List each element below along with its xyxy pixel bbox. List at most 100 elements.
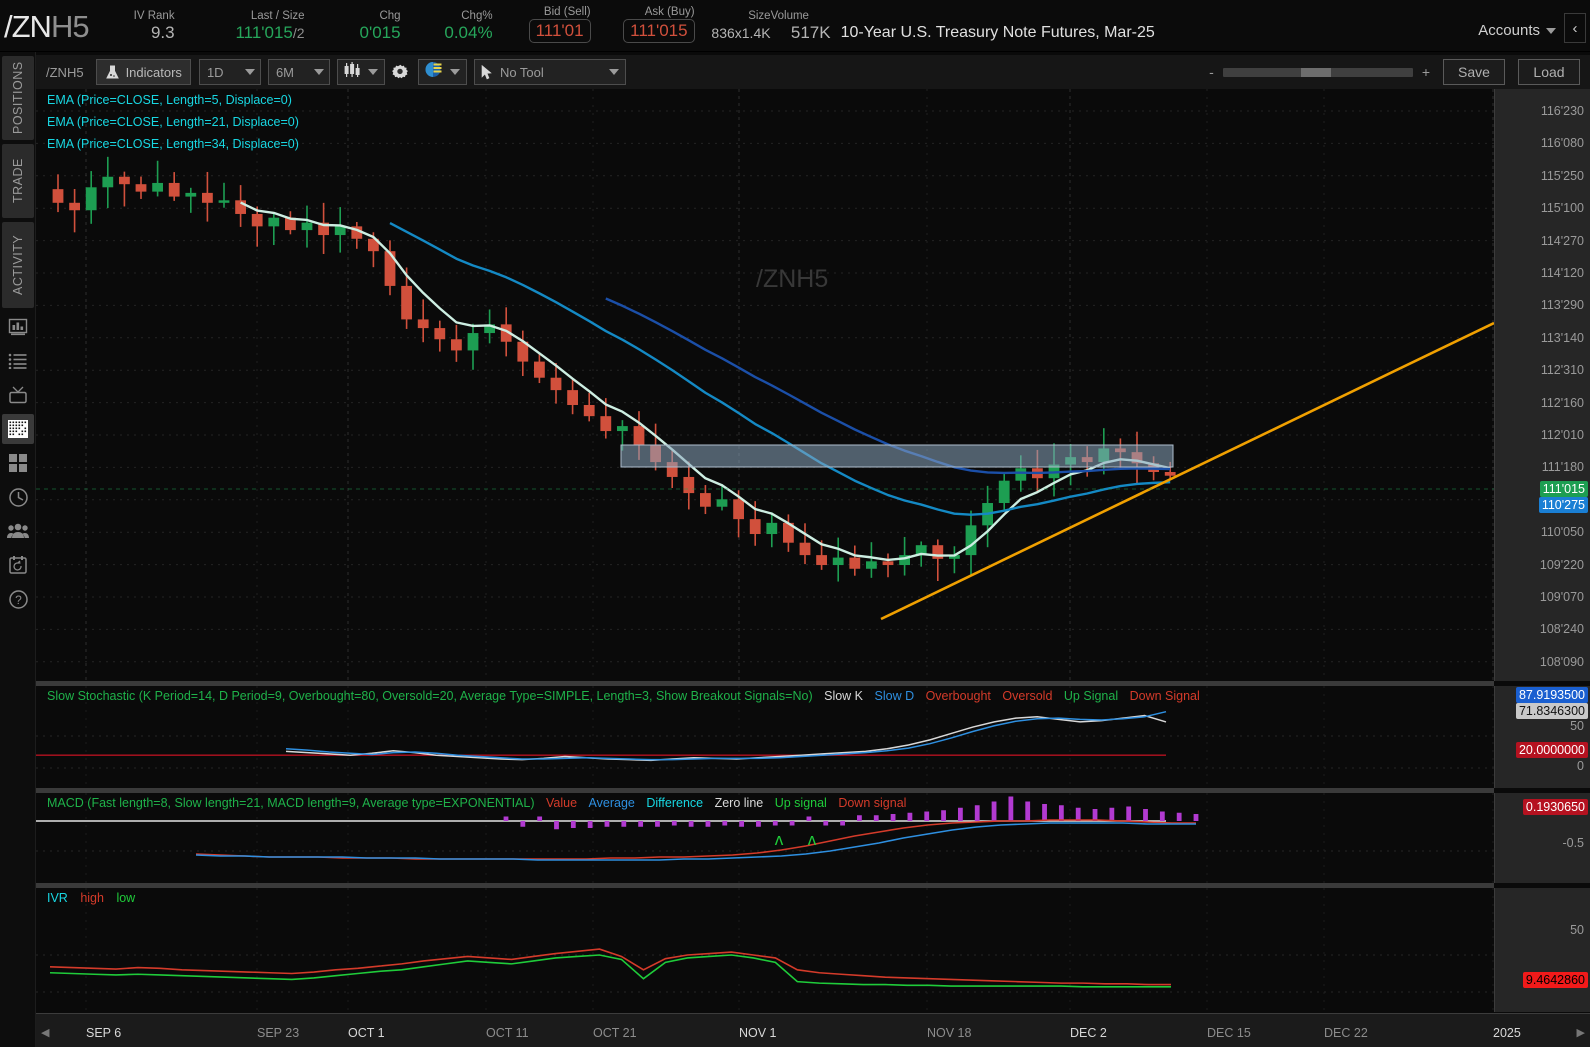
- toolbar-symbol[interactable]: /ZNH5: [46, 64, 84, 80]
- chevron-down-icon[interactable]: [449, 69, 460, 75]
- timeframe-value: 6M: [275, 64, 294, 80]
- gear-icon: [392, 64, 408, 78]
- quote-bid[interactable]: Bid (Sell) 111'01: [493, 5, 591, 51]
- oversold-marker: 20.0000000: [1515, 742, 1588, 758]
- price-tick: 109'220: [1539, 557, 1584, 572]
- tool-select[interactable]: No Tool: [473, 59, 626, 85]
- ask-price-button[interactable]: 111'015: [623, 19, 695, 43]
- indicators-button[interactable]: Indicators: [95, 59, 191, 85]
- time-tick-label: SEP 6: [86, 1026, 122, 1040]
- macd-legend-main[interactable]: MACD (Fast length=8, Slow length=21, MAC…: [47, 796, 535, 810]
- legend-ivr[interactable]: IVR: [47, 891, 68, 905]
- quote-volume: Volume 517K: [771, 9, 831, 51]
- quote-label: Last / Size: [250, 10, 305, 22]
- macd-axis[interactable]: 0.1930650 -0.5: [1494, 793, 1590, 883]
- pane-divider-3[interactable]: [36, 883, 1494, 888]
- quote-label: Size: [748, 10, 771, 22]
- monitor-chart-icon[interactable]: [2, 312, 34, 342]
- drawing-style-group: [417, 59, 467, 85]
- price-tick: 113'140: [1540, 330, 1584, 345]
- chevron-down-icon: [608, 69, 619, 75]
- timeframe-select[interactable]: 6M: [267, 59, 330, 85]
- last-price-marker: 111'015: [1539, 481, 1588, 497]
- ivr-axis[interactable]: 50 9.4642860: [1494, 888, 1590, 1012]
- ivr-chart-svg: [36, 888, 1494, 1012]
- pane-divider-2[interactable]: [36, 788, 1494, 793]
- stochastic-axis[interactable]: 87.9193500 71.8346300 50 20.0000000 0: [1494, 686, 1590, 788]
- symbol-title[interactable]: /ZNH5: [0, 9, 90, 51]
- save-button[interactable]: Save: [1443, 59, 1505, 85]
- scroll-left-icon[interactable]: ◀: [41, 1027, 50, 1039]
- chart-grid-icon[interactable]: [2, 414, 34, 444]
- stochastic-plot[interactable]: Slow Stochastic (K Period=14, D Period=9…: [36, 686, 1494, 788]
- ivr-plot[interactable]: IVR high low: [36, 888, 1494, 1012]
- price-tick: 116'080: [1540, 136, 1584, 151]
- bid-ask-marker: 110'275: [1538, 497, 1588, 513]
- sidebar-tab-activity[interactable]: ACTIVITY: [2, 222, 34, 308]
- zoom-out-button[interactable]: -: [1209, 64, 1214, 80]
- zoom-in-button[interactable]: +: [1421, 64, 1430, 80]
- quote-bar: /ZNH5 IV Rank 9.3 Last / Size 111'015/2 …: [0, 0, 1590, 52]
- clock-history-icon[interactable]: [2, 482, 34, 512]
- legend-oversold: Oversold: [1002, 689, 1053, 703]
- chevron-down-icon[interactable]: [367, 69, 378, 75]
- macd-legend: MACD (Fast length=8, Slow length=21, MAC…: [47, 796, 906, 810]
- beaker-icon: [105, 65, 119, 78]
- collapse-panel-button[interactable]: ‹: [1564, 13, 1586, 43]
- time-tick-label: SEP 23: [257, 1026, 300, 1040]
- people-icon[interactable]: [2, 516, 34, 546]
- quote-value: 9.3: [150, 23, 175, 42]
- zoom-slider-thumb[interactable]: [1300, 67, 1331, 77]
- price-tick: 115'100: [1540, 201, 1584, 216]
- chart-settings-button[interactable]: [392, 64, 409, 81]
- aggregation-value: 1D: [206, 64, 224, 80]
- candlestick-icon[interactable]: [344, 61, 361, 83]
- scroll-right-icon[interactable]: ▶: [1576, 1027, 1585, 1039]
- quote-ask[interactable]: Ask (Buy) 111'015: [591, 5, 695, 51]
- bid-price-button[interactable]: 111'01: [528, 19, 591, 43]
- quote-value: 517K: [790, 23, 831, 42]
- list-icon[interactable]: [2, 346, 34, 376]
- price-tick: 108'240: [1539, 622, 1584, 637]
- zoom-slider[interactable]: [1222, 67, 1413, 77]
- quote-label: Chg: [379, 10, 401, 22]
- load-button[interactable]: Load: [1518, 59, 1580, 85]
- sidebar-tab-positions[interactable]: POSITIONS: [2, 56, 34, 140]
- pane-divider-1[interactable]: [36, 681, 1494, 686]
- accounts-menu[interactable]: Accounts: [1478, 22, 1564, 51]
- quote-value: 0'015: [359, 23, 401, 42]
- ema34-legend[interactable]: EMA (Price=CLOSE, Length=34, Displace=0): [47, 137, 299, 151]
- watchlist-tv-icon[interactable]: [2, 380, 34, 410]
- time-axis[interactable]: SEP 6 SEP 23 OCT 1 OCT 11 OCT 21 NOV 1 NOV 18 D…: [36, 1013, 1590, 1047]
- price-plot[interactable]: /ZNH5 EMA (Price=CLOSE, Length=5, Displa…: [36, 89, 1494, 681]
- legend-difference: Difference: [646, 796, 704, 810]
- help-icon[interactable]: ?: [2, 584, 34, 614]
- tab-label: POSITIONS: [11, 61, 25, 135]
- quote-change-percent: Chg% 0.04%: [401, 9, 493, 51]
- macd-tick: -0.5: [1562, 836, 1584, 850]
- time-tick-label: NOV 18: [927, 1026, 972, 1040]
- legend-overbought: Overbought: [925, 689, 991, 703]
- legend-zero-line: Zero line: [714, 796, 764, 810]
- stochastic-tick-0: 0: [1577, 759, 1584, 773]
- legend-down-signal: Down Signal: [1129, 689, 1200, 703]
- tab-label: ACTIVITY: [11, 234, 25, 296]
- quote-label: Ask (Buy): [644, 6, 695, 18]
- drawing-style-icon[interactable]: [425, 61, 443, 83]
- ivr-tick-50: 50: [1570, 923, 1584, 937]
- stochastic-legend-main[interactable]: Slow Stochastic (K Period=14, D Period=9…: [47, 689, 813, 703]
- sidebar-tab-trade[interactable]: TRADE: [2, 144, 34, 218]
- legend-up-signal: Up signal: [774, 796, 827, 810]
- price-axis[interactable]: 116'230 116'080 115'250 115'100 114'270 114'1…: [1494, 89, 1590, 681]
- calendar-replay-icon[interactable]: [2, 550, 34, 580]
- ema21-legend[interactable]: EMA (Price=CLOSE, Length=21, Displace=0): [47, 115, 299, 129]
- aggregation-select[interactable]: 1D: [198, 59, 261, 85]
- time-tick-label: 2025: [1493, 1026, 1521, 1040]
- four-squares-icon[interactable]: [2, 448, 34, 478]
- macd-value-marker: 0.1930650: [1522, 799, 1588, 815]
- quote-value: 0.04%: [444, 23, 493, 42]
- ema5-legend[interactable]: EMA (Price=CLOSE, Length=5, Displace=0): [47, 93, 292, 107]
